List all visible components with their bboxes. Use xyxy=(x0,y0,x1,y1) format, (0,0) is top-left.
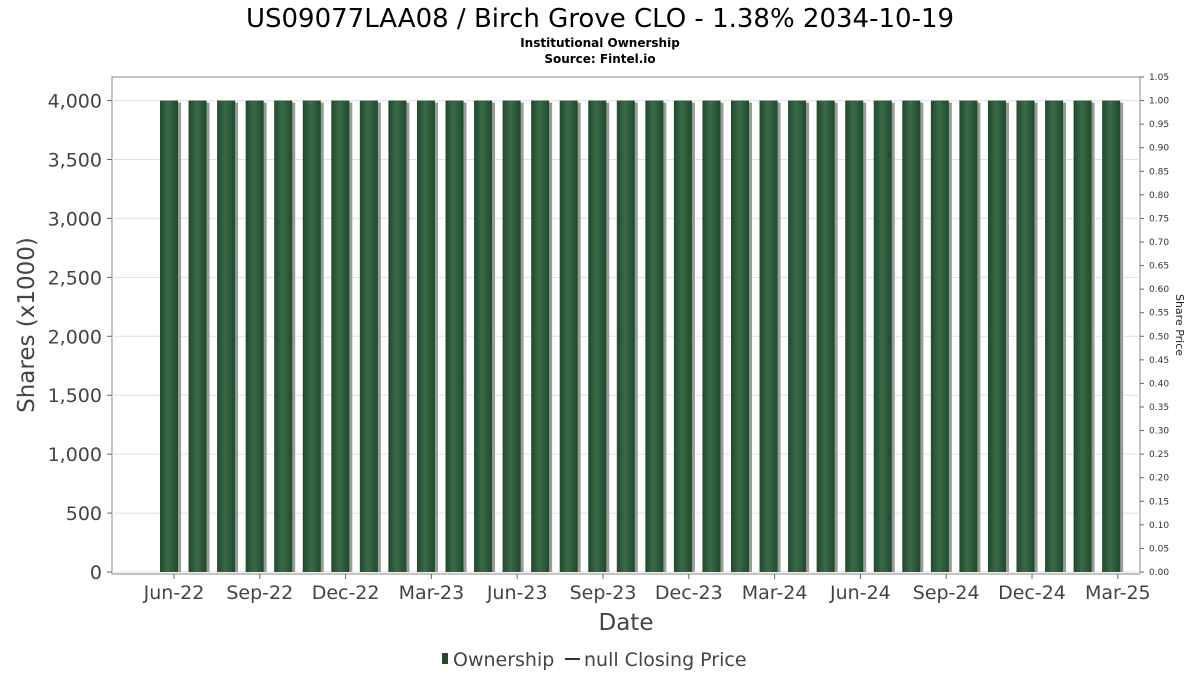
x-tick-label: Sep-22 xyxy=(226,582,293,604)
y2-tick-label: 0.95 xyxy=(1149,120,1169,130)
y2-tick-label: 0.30 xyxy=(1149,427,1169,437)
y2-tick-label: 0.85 xyxy=(1149,167,1169,177)
y2-tick-label: 0.00 xyxy=(1149,568,1169,578)
y-axis-ticks: 0 500 1,000 1,500 2,000 2,500 3,000 3,500 4,000 xyxy=(48,91,112,584)
bar xyxy=(873,100,892,573)
x-tick-label: Mar-25 xyxy=(1085,582,1151,604)
bar xyxy=(616,100,635,573)
bar xyxy=(902,100,921,573)
x-tick-label: Dec-22 xyxy=(312,582,380,604)
bar xyxy=(1102,100,1121,573)
y2-tick-label: 0.35 xyxy=(1149,403,1169,413)
y2-tick-label: 0.25 xyxy=(1149,450,1169,460)
y-tick-label: 0 xyxy=(90,562,102,584)
y-axis-label: Shares (x1000) xyxy=(14,237,40,413)
y2-tick-label: 0.45 xyxy=(1149,356,1169,366)
x-tick-label: Jun-23 xyxy=(486,582,548,604)
y2-tick-label: 0.55 xyxy=(1149,309,1169,319)
y2-axis-ticks: 0.00 0.05 0.10 0.15 0.20 0.25 0.30 0.35 0.40 0.45… xyxy=(1140,73,1169,578)
x-tick-label: Sep-23 xyxy=(570,582,637,604)
bar xyxy=(188,100,207,573)
bar xyxy=(845,100,864,573)
bar xyxy=(359,100,378,573)
y2-tick-label: 0.50 xyxy=(1149,332,1169,342)
y-tick-label: 2,000 xyxy=(48,326,102,348)
y2-axis-label: Share Price xyxy=(1173,294,1186,356)
bar xyxy=(588,100,607,573)
y-tick-label: 3,000 xyxy=(48,208,102,230)
bar xyxy=(702,100,721,573)
bar xyxy=(531,100,550,573)
bar xyxy=(388,100,407,573)
y-tick-label: 1,500 xyxy=(48,385,102,407)
bar xyxy=(245,100,264,573)
y-tick-label: 500 xyxy=(66,503,102,525)
bar xyxy=(302,100,321,573)
y2-tick-label: 1.05 xyxy=(1149,73,1169,83)
y2-tick-label: 0.90 xyxy=(1149,144,1169,154)
y-tick-label: 1,000 xyxy=(48,444,102,466)
y2-tick-label: 0.40 xyxy=(1149,379,1169,389)
bar xyxy=(559,100,578,573)
y2-tick-label: 0.65 xyxy=(1149,262,1169,272)
bars xyxy=(160,100,1124,573)
bar xyxy=(217,100,236,573)
bar xyxy=(416,100,435,573)
bar xyxy=(816,100,835,573)
y-tick-label: 3,500 xyxy=(48,150,102,172)
bar xyxy=(160,100,178,573)
bar xyxy=(502,100,521,573)
x-tick-label: Sep-24 xyxy=(913,582,980,604)
x-tick-label: Jun-22 xyxy=(143,582,205,604)
bar xyxy=(673,100,692,573)
x-tick-label: Dec-24 xyxy=(998,582,1066,604)
y2-tick-label: 0.70 xyxy=(1149,238,1169,248)
bar xyxy=(788,100,807,573)
y-tick-label: 2,500 xyxy=(48,267,102,289)
bar xyxy=(1073,100,1092,573)
bar xyxy=(987,100,1006,573)
bar xyxy=(1045,100,1064,573)
chart-source: Source: Fintel.io xyxy=(544,52,655,66)
bar xyxy=(331,100,350,573)
bar xyxy=(930,100,949,573)
x-tick-label: Mar-24 xyxy=(742,582,808,604)
y2-tick-label: 0.75 xyxy=(1149,214,1169,224)
x-tick-label: Dec-23 xyxy=(655,582,723,604)
y2-tick-label: 0.60 xyxy=(1149,285,1169,295)
y2-tick-label: 0.80 xyxy=(1149,191,1169,201)
chart-subtitle: Institutional Ownership xyxy=(520,36,680,50)
y2-tick-label: 0.15 xyxy=(1149,497,1169,507)
legend: Ownership null Closing Price xyxy=(442,649,747,671)
x-axis-ticks: Jun-22 Sep-22 Dec-22 Mar-23 Jun-23 Sep-23 Dec-… xyxy=(143,574,1151,604)
legend-ownership-swatch xyxy=(442,653,448,664)
x-axis-label: Date xyxy=(599,610,654,636)
y-tick-label: 4,000 xyxy=(48,91,102,113)
chart-title: US09077LAA08 / Birch Grove CLO - 1.38% 2… xyxy=(246,4,954,34)
bar xyxy=(759,100,778,573)
bar xyxy=(959,100,978,573)
x-tick-label: Jun-24 xyxy=(829,582,891,604)
bar xyxy=(274,100,293,573)
y2-tick-label: 1.00 xyxy=(1149,97,1169,107)
bar xyxy=(474,100,493,573)
bar xyxy=(1016,100,1035,573)
y2-tick-label: 0.10 xyxy=(1149,521,1169,531)
bar xyxy=(645,100,664,573)
y2-tick-label: 0.05 xyxy=(1149,544,1169,554)
bar xyxy=(445,100,464,573)
bar xyxy=(731,100,749,573)
y2-tick-label: 0.20 xyxy=(1149,474,1169,484)
x-tick-label: Mar-23 xyxy=(399,582,465,604)
legend-ownership-label: Ownership xyxy=(453,649,554,671)
legend-price-label: null Closing Price xyxy=(584,649,747,671)
